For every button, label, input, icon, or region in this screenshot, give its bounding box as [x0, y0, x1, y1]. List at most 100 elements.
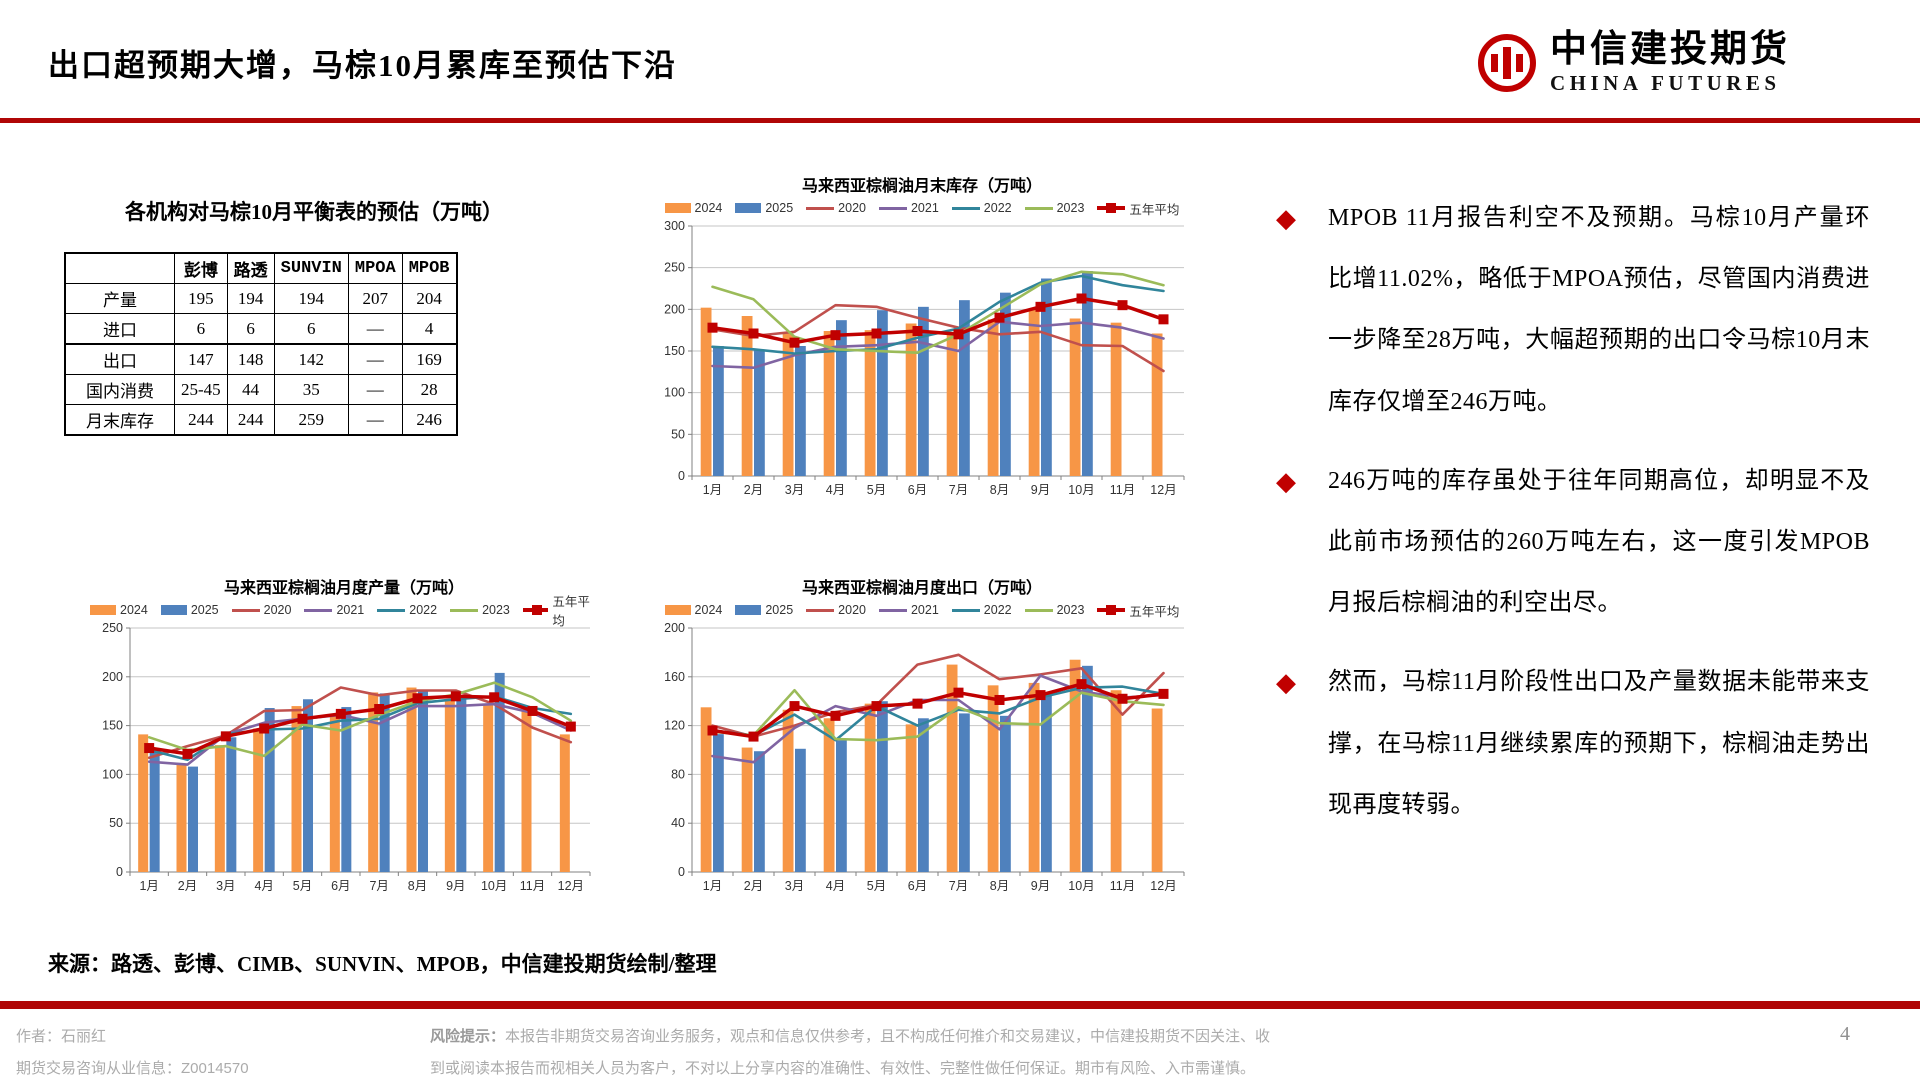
- footer-divider: [0, 1001, 1920, 1009]
- svg-text:11月: 11月: [1110, 879, 1135, 893]
- legend-label: 2020: [838, 201, 866, 215]
- svg-text:150: 150: [102, 719, 123, 733]
- export-chart-canvas: 0 40 80 120 160 200 1月 2月 3月 4月 5月 6月 7月 8月 9月 10月 11月 12…: [664, 621, 1185, 893]
- legend-marker: [1106, 605, 1117, 615]
- legend-label: 2022: [983, 201, 1012, 215]
- legend-item-2024: 2024: [664, 201, 723, 215]
- legend-line-swatch: [377, 608, 406, 612]
- legend-label: 2022: [983, 603, 1012, 617]
- source-note: 来源：路透、彭博、CIMB、SUNVIN、MPOB，中信建投期货绘制/整理: [48, 952, 717, 976]
- svg-text:300: 300: [664, 219, 685, 233]
- legend-marker: [1106, 203, 1117, 213]
- table-cell: 28: [401, 374, 458, 405]
- table-header-cell: MPOA: [347, 252, 403, 284]
- svg-text:200: 200: [102, 670, 123, 684]
- legend-label: 2021: [910, 201, 939, 215]
- legend-item-2024: 2024: [90, 603, 148, 617]
- svg-text:80: 80: [671, 767, 685, 781]
- svg-text:250: 250: [102, 621, 123, 635]
- legend-item-2021: 2021: [304, 603, 364, 617]
- legend-line-swatch: [951, 608, 980, 612]
- table-cell: 204: [401, 283, 458, 314]
- table-cell: 44: [226, 374, 275, 405]
- table-cell: 244: [226, 404, 275, 436]
- legend-item-2020: 2020: [806, 603, 866, 617]
- risk-line-2: 到或阅读本报告而视相关人员为客户，不对以上分享内容的准确性、有效性、完整性做任何…: [430, 1060, 1256, 1077]
- svg-text:12月: 12月: [1150, 483, 1176, 497]
- legend-label: 2025: [190, 603, 219, 617]
- svg-text:5月: 5月: [867, 879, 886, 893]
- legend-item-2023: 2023: [1024, 603, 1085, 617]
- legend-line-swatch: [1024, 608, 1053, 612]
- legend-line-swatch: [1097, 203, 1126, 213]
- legend-item-五年平均: 五年平均: [1097, 199, 1179, 218]
- legend-line-swatch: [878, 608, 907, 612]
- svg-text:100: 100: [102, 767, 123, 781]
- table-cell: 169: [401, 343, 458, 375]
- table-row-production: 产量 195 194 194 207 204: [64, 283, 458, 314]
- logo-name-cn: 中信建投期货: [1550, 29, 1790, 70]
- table-cell: 4: [401, 313, 458, 345]
- legend-label: 2023: [1056, 201, 1085, 215]
- svg-text:40: 40: [671, 816, 685, 830]
- table-row-export: 出口 147 148 142 — 169: [64, 343, 458, 375]
- table-cell: 207: [347, 283, 403, 314]
- legend-label: 五年平均: [1129, 202, 1180, 217]
- svg-text:8月: 8月: [990, 879, 1009, 893]
- legend-bar-swatch: [664, 605, 691, 615]
- legend-item-2022: 2022: [951, 603, 1012, 617]
- bullet-item: ◆ MPOB 11月报告利空不及预期。马棕10月产量环比增11.02%，略低于M…: [1262, 188, 1870, 433]
- table-cell: —: [347, 343, 403, 375]
- legend-line-swatch: [1097, 605, 1126, 615]
- row-label: 进口: [64, 313, 175, 345]
- legend-bar-swatch: [160, 605, 187, 615]
- legend-label: 2024: [120, 603, 148, 617]
- legend-line-swatch: [806, 206, 835, 210]
- table-cell: 6: [273, 313, 349, 345]
- table-row-domestic-consumption: 国内消费 25-45 44 35 — 28: [64, 374, 458, 405]
- svg-text:120: 120: [664, 719, 685, 733]
- svg-text:3月: 3月: [216, 879, 235, 893]
- export-chart: 马来西亚棕榈油月度出口（万吨） 2024 2025 2020 2021 2022 2023…: [652, 578, 1192, 900]
- svg-text:11月: 11月: [1110, 483, 1135, 497]
- svg-text:1月: 1月: [139, 879, 158, 893]
- production-chart: 马来西亚棕榈油月度产量（万吨） 2024 2025 2020 2021 2022 2023…: [90, 578, 598, 900]
- diamond-bullet-icon: ◆: [1276, 466, 1297, 496]
- svg-text:10月: 10月: [1068, 483, 1094, 497]
- svg-text:8月: 8月: [990, 483, 1009, 497]
- svg-text:10月: 10月: [1068, 879, 1094, 893]
- table-cell: 6: [226, 313, 275, 345]
- risk-disclaimer: 风险提示：本报告非期货交易咨询业务服务，观点和信息仅供参考，且不构成任何推介和交…: [430, 1021, 1440, 1080]
- svg-text:6月: 6月: [908, 483, 927, 497]
- legend-item-2021: 2021: [878, 603, 939, 617]
- company-logo: 中信建投期货 CHINA FUTURES: [1476, 29, 1790, 96]
- table-cell: 35: [273, 374, 349, 405]
- table-cell: 195: [174, 283, 228, 314]
- legend-label: 2023: [1056, 603, 1085, 617]
- svg-text:100: 100: [664, 386, 685, 400]
- inventory-chart: 马来西亚棕榈油月末库存（万吨） 2024 2025 2020 2021 2022 2023…: [652, 176, 1192, 504]
- legend-item-2025: 2025: [160, 603, 219, 617]
- svg-text:10月: 10月: [481, 879, 507, 893]
- legend-bar-swatch: [735, 203, 762, 213]
- legend-line-swatch: [951, 206, 980, 210]
- inventory-chart-canvas: 0 50 100 150 200 250 300 1月 2月 3月 4月 5月 6月 7月 8月 9月 10月 1…: [664, 219, 1185, 497]
- svg-text:160: 160: [664, 670, 685, 684]
- header-divider: [0, 118, 1920, 123]
- legend-label: 五年平均: [1129, 604, 1180, 619]
- svg-text:3月: 3月: [785, 483, 804, 497]
- legend-item-2021: 2021: [878, 201, 939, 215]
- svg-text:7月: 7月: [369, 879, 388, 893]
- production-chart-title: 马来西亚棕榈油月度产量（万吨）: [223, 580, 464, 597]
- legend-label: 2023: [482, 603, 510, 617]
- legend-label: 2021: [336, 603, 365, 617]
- table-cell: 148: [226, 343, 275, 375]
- table-header-cell: SUNVIN: [273, 252, 349, 284]
- legend-label: 2020: [838, 603, 866, 617]
- legend-item-2022: 2022: [377, 603, 437, 617]
- bullet-text: 246万吨的库存虽处于往年同期高位，却明显不及此前市场预估的260万吨左右，这一…: [1328, 467, 1870, 617]
- page-title: 出口超预期大增，马棕10月累库至预估下沿: [48, 48, 677, 83]
- svg-text:6月: 6月: [908, 879, 927, 893]
- legend-label: 2024: [694, 201, 723, 215]
